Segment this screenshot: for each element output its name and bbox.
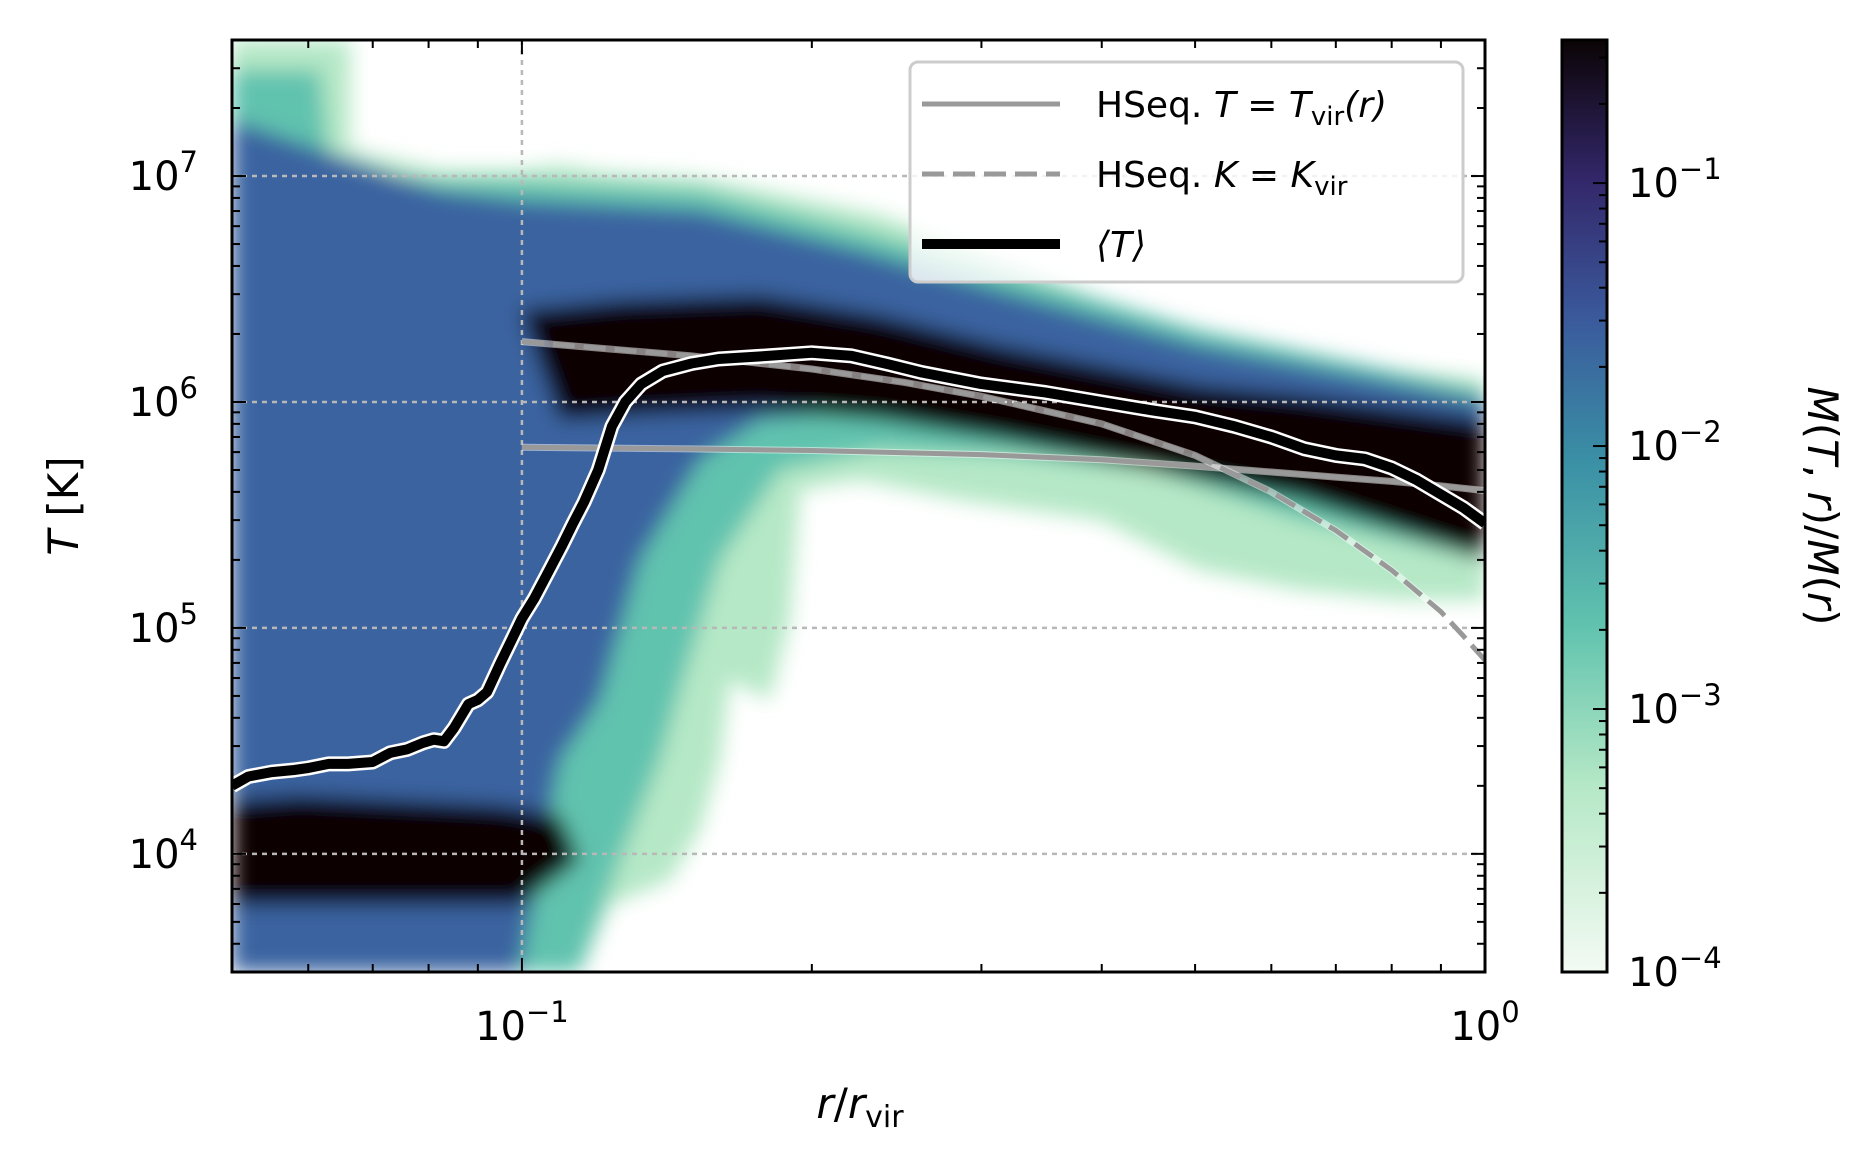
y-tick-label: 106 <box>129 371 198 426</box>
colorbar-tick-label: 10−1 <box>1628 152 1722 207</box>
series-line-hseq-kvir <box>521 339 1485 662</box>
colorbar-tick-label: 10−3 <box>1628 678 1722 733</box>
density-peak-low <box>232 795 580 905</box>
colorbar-tick-label: 10−2 <box>1628 415 1722 470</box>
colorbar-gradient <box>1562 40 1607 972</box>
legend-item: HSeq. T = Tvir(r) <box>922 85 1387 132</box>
x-tick-label: 10−1 <box>475 995 569 1050</box>
y-tick-label: 107 <box>129 145 198 200</box>
colorbar-label: M(T, r)/M(r) <box>1798 386 1847 625</box>
colorbar-tick-label: 10−4 <box>1628 941 1722 996</box>
y-tick-label: 105 <box>129 597 198 652</box>
legend-label: HSeq. K = Kvir <box>1096 155 1348 202</box>
legend-label: HSeq. T = Tvir(r) <box>1096 85 1387 132</box>
colorbar-frame <box>1560 38 1609 974</box>
plot-frame <box>230 38 1487 974</box>
series-lines <box>232 338 1485 793</box>
y-axis-label: T [K] <box>39 456 88 555</box>
colorbar: 10−4 10−3 10−2 10−1 M(T, r)/M(r) <box>1560 38 1847 996</box>
x-axis-label: r/rvir <box>816 1079 904 1135</box>
y-tick-label: 104 <box>129 823 198 878</box>
legend-item: ⟨T⟩ <box>922 225 1146 266</box>
axis-tick-labels: 10−1 100 104 105 106 107 <box>129 145 1520 1050</box>
series-line-mean <box>232 347 1485 791</box>
x-tick-label: 100 <box>1450 995 1519 1050</box>
legend-item: HSeq. K = Kvir <box>922 155 1348 202</box>
legend: HSeq. T = Tvir(r) HSeq. K = Kvir ⟨T⟩ <box>908 60 1465 284</box>
legend-frame <box>908 60 1465 284</box>
legend-label: ⟨T⟩ <box>1096 225 1146 266</box>
axis-ticks <box>231 39 1486 973</box>
